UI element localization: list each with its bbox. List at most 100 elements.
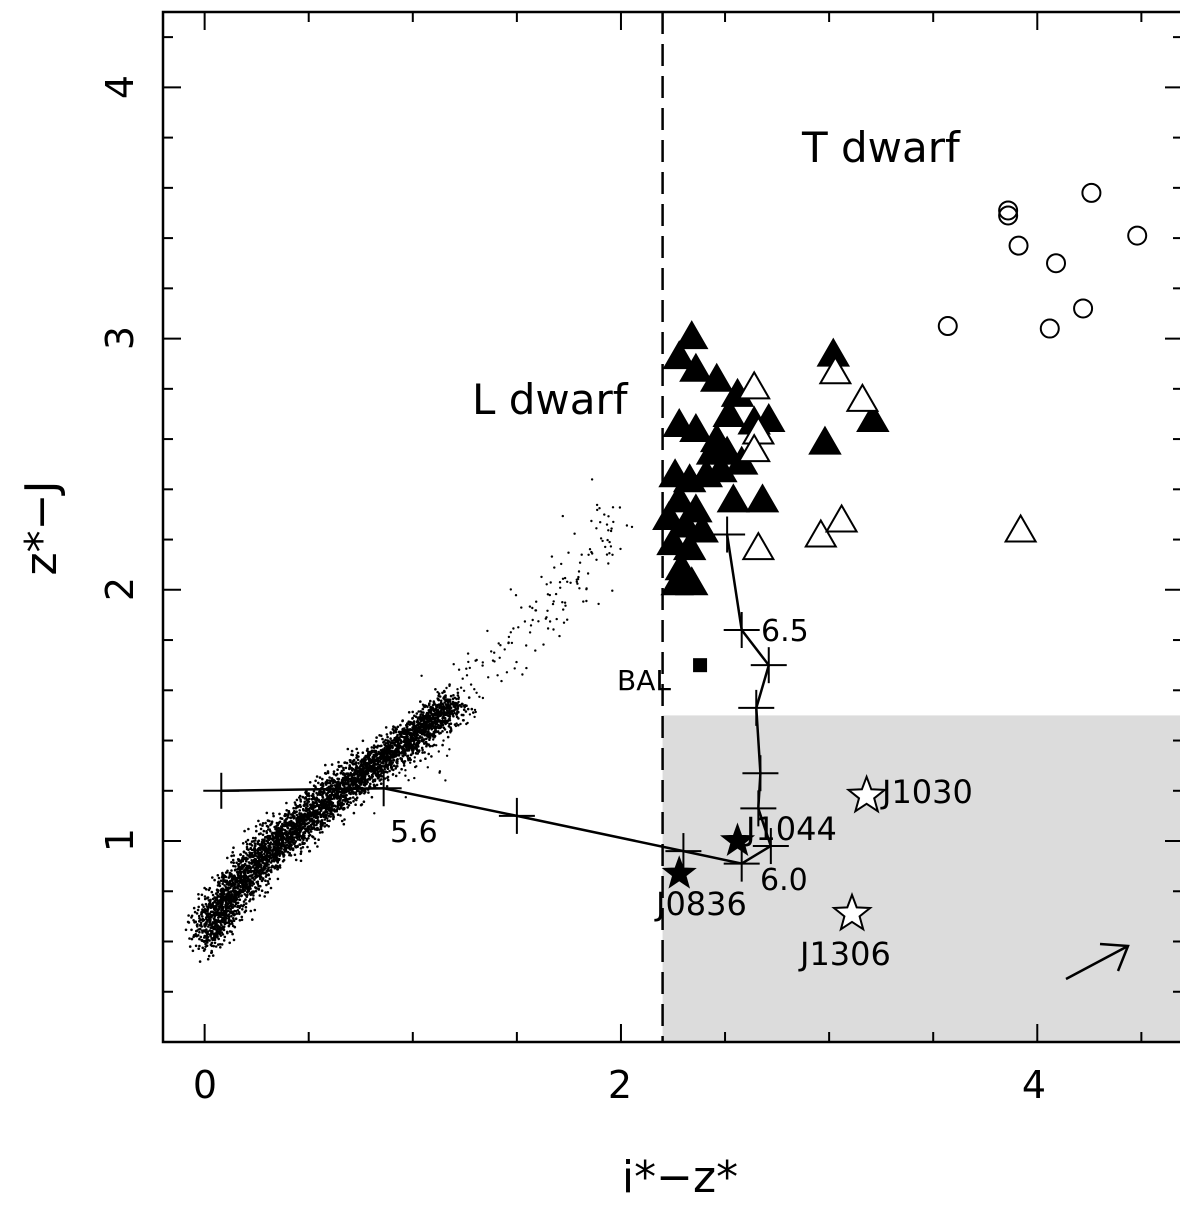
field-star	[208, 886, 212, 890]
field-star	[411, 717, 414, 720]
field-star	[199, 921, 203, 925]
open-triangle-marker	[741, 531, 776, 561]
field-star	[210, 929, 213, 933]
field-star	[220, 927, 224, 931]
field-star	[531, 606, 534, 610]
field-star	[292, 806, 295, 810]
field-star	[248, 842, 252, 846]
field-star	[291, 825, 295, 829]
field-star	[441, 730, 444, 733]
field-star	[448, 717, 451, 720]
field-star	[328, 819, 331, 823]
field-star	[362, 783, 366, 787]
field-star	[406, 727, 409, 731]
field-star	[288, 829, 291, 832]
field-star	[246, 857, 249, 861]
field-star	[287, 837, 290, 841]
field-star	[505, 671, 509, 674]
field-star	[317, 838, 320, 841]
field-star	[308, 797, 311, 801]
field-star	[258, 872, 262, 875]
field-star	[351, 775, 354, 779]
field-star	[297, 832, 301, 836]
field-star	[250, 884, 254, 887]
field-star	[470, 707, 474, 711]
field-star	[307, 792, 311, 795]
field-star	[272, 845, 276, 848]
field-star	[350, 779, 354, 783]
field-star	[298, 794, 302, 798]
field-star	[229, 904, 232, 907]
field-star	[353, 771, 356, 774]
field-star	[241, 842, 245, 845]
field-star	[473, 708, 477, 712]
field-star	[321, 796, 325, 799]
field-star	[561, 514, 564, 518]
field-star	[578, 587, 581, 590]
field-star	[236, 891, 239, 894]
field-star	[394, 752, 398, 755]
field-star	[443, 711, 446, 715]
field-star	[299, 847, 303, 850]
field-star	[382, 765, 386, 768]
field-star	[339, 805, 343, 808]
field-star	[611, 589, 614, 592]
field-star	[326, 781, 330, 785]
field-star	[210, 937, 213, 940]
field-star	[564, 604, 567, 607]
field-star	[548, 620, 552, 623]
field-star	[216, 899, 220, 902]
field-star	[212, 944, 215, 948]
field-star	[366, 747, 369, 751]
field-star	[291, 836, 294, 840]
field-star	[406, 722, 409, 725]
field-star	[361, 775, 364, 778]
field-star	[413, 738, 416, 742]
field-star	[586, 572, 590, 575]
field-star	[465, 674, 469, 677]
field-star	[294, 832, 298, 836]
field-star	[240, 918, 244, 922]
field-star	[190, 928, 193, 932]
field-star	[394, 730, 398, 734]
field-star	[263, 895, 267, 898]
field-star	[425, 744, 428, 748]
field-star	[333, 804, 336, 807]
field-star	[428, 726, 431, 729]
field-star	[232, 854, 236, 857]
field-star	[529, 624, 533, 627]
field-star	[220, 943, 224, 946]
field-star	[425, 737, 428, 741]
field-star	[512, 627, 515, 630]
field-star	[378, 759, 382, 763]
field-star	[582, 600, 585, 603]
field-star	[251, 869, 254, 873]
field-star	[400, 740, 403, 743]
field-star	[396, 758, 399, 761]
field-star	[325, 823, 329, 827]
field-star	[254, 839, 257, 842]
x-axis-title: i*−z*	[622, 1152, 738, 1203]
field-star	[525, 666, 528, 670]
field-star	[207, 925, 210, 928]
field-star	[240, 915, 244, 919]
field-star	[204, 930, 207, 934]
field-star	[254, 889, 258, 893]
field-star	[442, 689, 446, 693]
field-star	[245, 845, 249, 849]
field-star	[372, 771, 376, 775]
field-star	[243, 851, 246, 854]
field-star	[244, 885, 248, 889]
field-star	[206, 896, 210, 899]
field-star	[341, 789, 345, 793]
field-star	[432, 725, 436, 728]
field-star	[424, 728, 428, 732]
field-star	[253, 846, 256, 850]
field-star	[546, 609, 549, 612]
field-star	[370, 795, 374, 799]
field-star	[243, 910, 247, 914]
field-star	[528, 631, 532, 634]
field-star	[257, 839, 261, 843]
field-star	[397, 744, 401, 748]
field-star	[599, 537, 603, 540]
